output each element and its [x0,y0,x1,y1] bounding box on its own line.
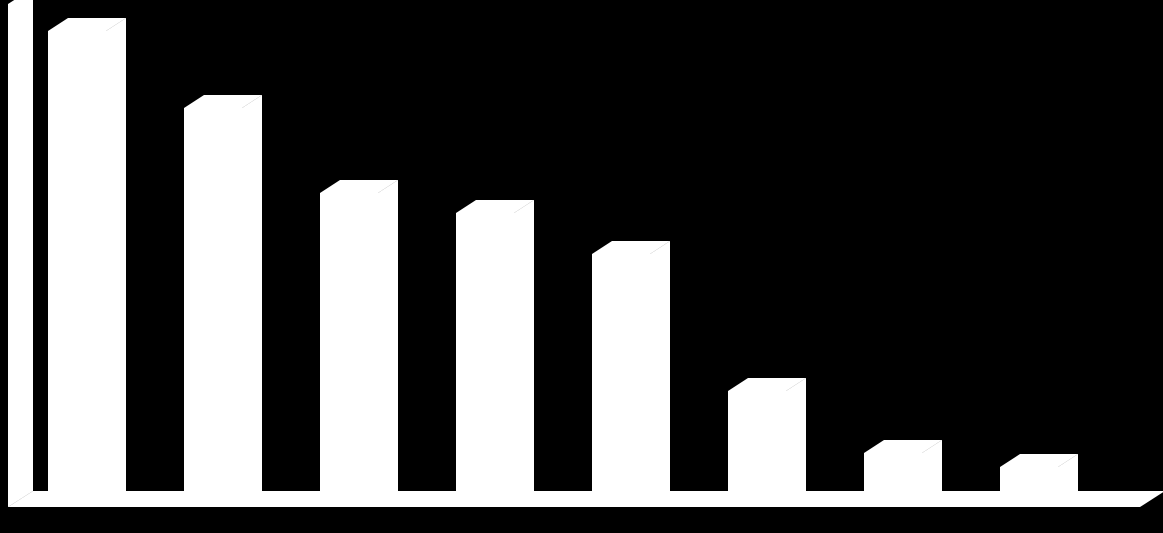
chart-svg [0,0,1163,533]
bar-chart-3d [0,0,1163,533]
